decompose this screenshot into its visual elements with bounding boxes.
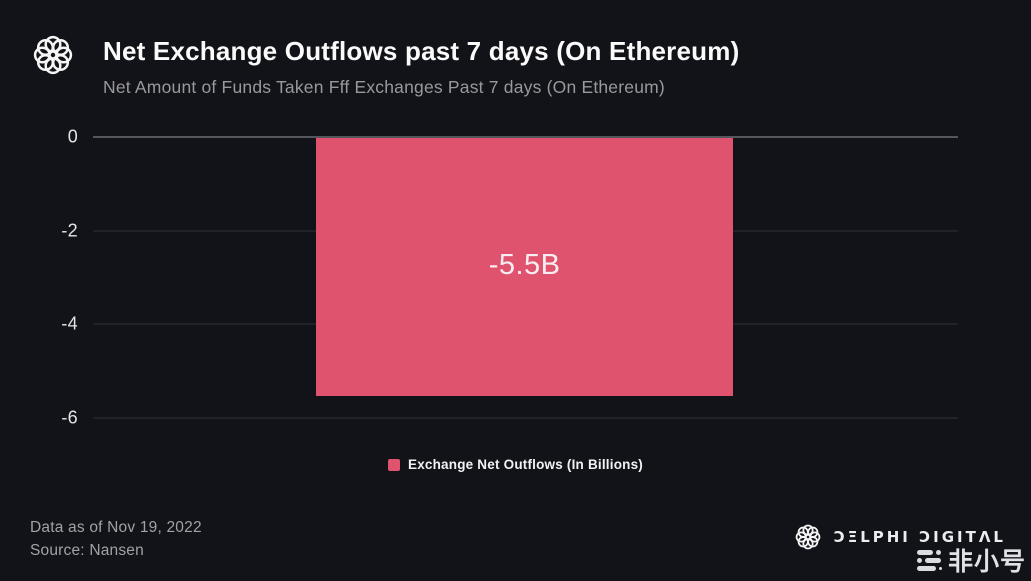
footer-notes: Data as of Nov 19, 2022 Source: Nansen [30, 516, 202, 562]
data-as-of-text: Data as of Nov 19, 2022 [30, 519, 202, 536]
delphi-digital-brand: ƆΞLPHI ƆIGITΛL [792, 521, 1006, 553]
y-tick-label: 0 [67, 126, 78, 147]
legend-swatch-icon [387, 458, 400, 471]
chart-title: Net Exchange Outflows past 7 days (On Et… [103, 36, 740, 66]
legend-label: Exchange Net Outflows (In Billions) [407, 457, 644, 472]
outflow-bar: -5.5B [316, 138, 734, 396]
bar-value-label: -5.5B [488, 248, 561, 281]
gridline-y0 [93, 136, 958, 138]
plot-area: -5.5B 0 -2 -4 -6 [61, 127, 958, 428]
chart-subtitle: Net Amount of Funds Taken Fff Exchanges … [103, 77, 665, 97]
delphi-knot-icon [33, 35, 73, 75]
legend: Exchange Net Outflows (In Billions) [0, 457, 1031, 472]
feixiaohao-text: 非小号 [947, 547, 1026, 576]
delphi-digital-wordmark: ƆΞLPHI ƆIGITΛL [833, 528, 1006, 546]
y-tick-label: -6 [61, 407, 78, 428]
y-tick-label: -2 [61, 220, 78, 241]
source-text: Source: Nansen [30, 542, 144, 559]
delphi-knot-icon-small [795, 524, 821, 550]
feixiaohao-watermark: 非小号 [916, 542, 1026, 578]
feixiaohao-icon [916, 549, 943, 571]
y-tick-label: -4 [61, 313, 78, 334]
gridline-y-6 [93, 417, 958, 419]
